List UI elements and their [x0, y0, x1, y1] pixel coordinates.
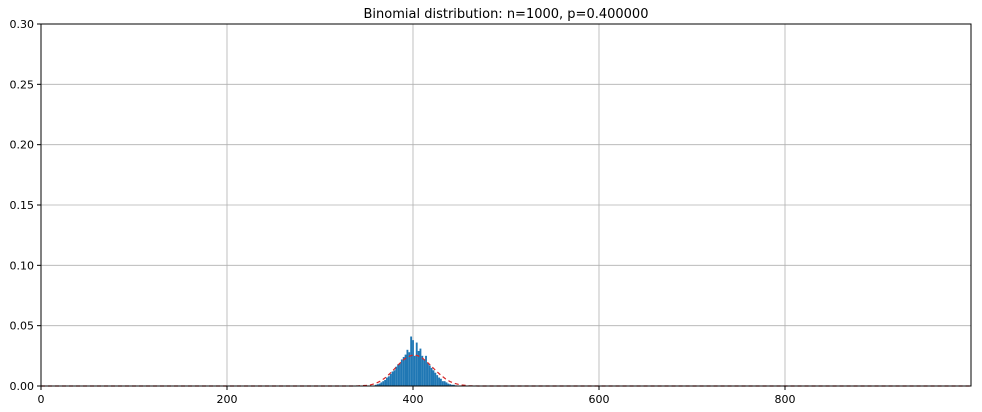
histogram-bar — [436, 375, 439, 386]
histogram-bar — [380, 382, 383, 386]
histogram-bar — [451, 384, 453, 386]
histogram-bar — [387, 376, 390, 386]
histogram-bar — [445, 382, 448, 386]
histogram-bar — [391, 371, 394, 386]
x-tick-label: 200 — [217, 393, 238, 406]
histogram-bar — [376, 384, 379, 386]
x-tick-label: 600 — [589, 393, 610, 406]
histogram-bar — [432, 370, 435, 386]
histogram-bar — [408, 352, 411, 386]
y-tick-label: 0.00 — [10, 380, 35, 393]
histogram-bar — [400, 359, 403, 386]
histogram-bar — [421, 355, 424, 386]
y-tick-label: 0.25 — [10, 78, 35, 91]
histogram-bar — [419, 348, 422, 386]
histogram-bar — [415, 342, 418, 386]
histogram-bar — [382, 381, 385, 386]
histogram-bar — [386, 377, 388, 386]
histogram-bar — [423, 359, 426, 386]
y-tick-label: 0.15 — [10, 199, 35, 212]
histogram-bar — [439, 378, 442, 386]
grid-lines — [41, 24, 971, 386]
x-tick-label: 0 — [38, 393, 45, 406]
histogram-bar — [402, 357, 405, 386]
histogram-bar — [438, 377, 440, 386]
chart-title: Binomial distribution: n=1000, p=0.40000… — [364, 7, 649, 22]
x-tick-label: 800 — [775, 393, 796, 406]
histogram-bar — [449, 384, 452, 386]
y-tick-label: 0.05 — [10, 320, 35, 333]
histogram-bar — [428, 365, 431, 386]
histogram-bar — [384, 379, 387, 386]
histogram-bar — [412, 340, 414, 386]
histogram-bar — [447, 383, 450, 386]
histogram-bar — [430, 367, 433, 386]
histogram-bar — [410, 336, 413, 386]
y-tick-label: 0.20 — [10, 139, 35, 152]
histogram-bar — [413, 355, 416, 386]
histogram-bar — [389, 373, 392, 386]
histogram-bar — [397, 364, 400, 386]
y-tick-label: 0.30 — [10, 18, 35, 31]
y-axis-ticks: 0.00 0.05 0.10 0.15 0.20 0.25 0.30 — [10, 18, 41, 393]
histogram-bars — [374, 336, 457, 386]
histogram-bar — [399, 363, 401, 386]
histogram-bar — [434, 372, 437, 386]
histogram-bar — [441, 381, 444, 386]
y-tick-label: 0.10 — [10, 259, 35, 272]
histogram-bar — [393, 370, 396, 386]
histogram-bar — [404, 354, 407, 386]
histogram-bar — [374, 384, 377, 386]
histogram-bar — [378, 383, 381, 386]
histogram-bar — [406, 349, 409, 386]
histogram-bar — [443, 381, 446, 386]
histogram-bar — [417, 351, 420, 386]
x-tick-label: 400 — [403, 393, 424, 406]
histogram-bar — [452, 384, 455, 386]
x-axis-ticks: 0 200 400 600 800 — [38, 386, 796, 406]
histogram-bar — [395, 366, 398, 386]
pmf-line — [41, 354, 972, 387]
pmf-curve — [41, 354, 972, 387]
histogram-bar — [425, 355, 427, 386]
histogram-bar — [426, 363, 429, 386]
